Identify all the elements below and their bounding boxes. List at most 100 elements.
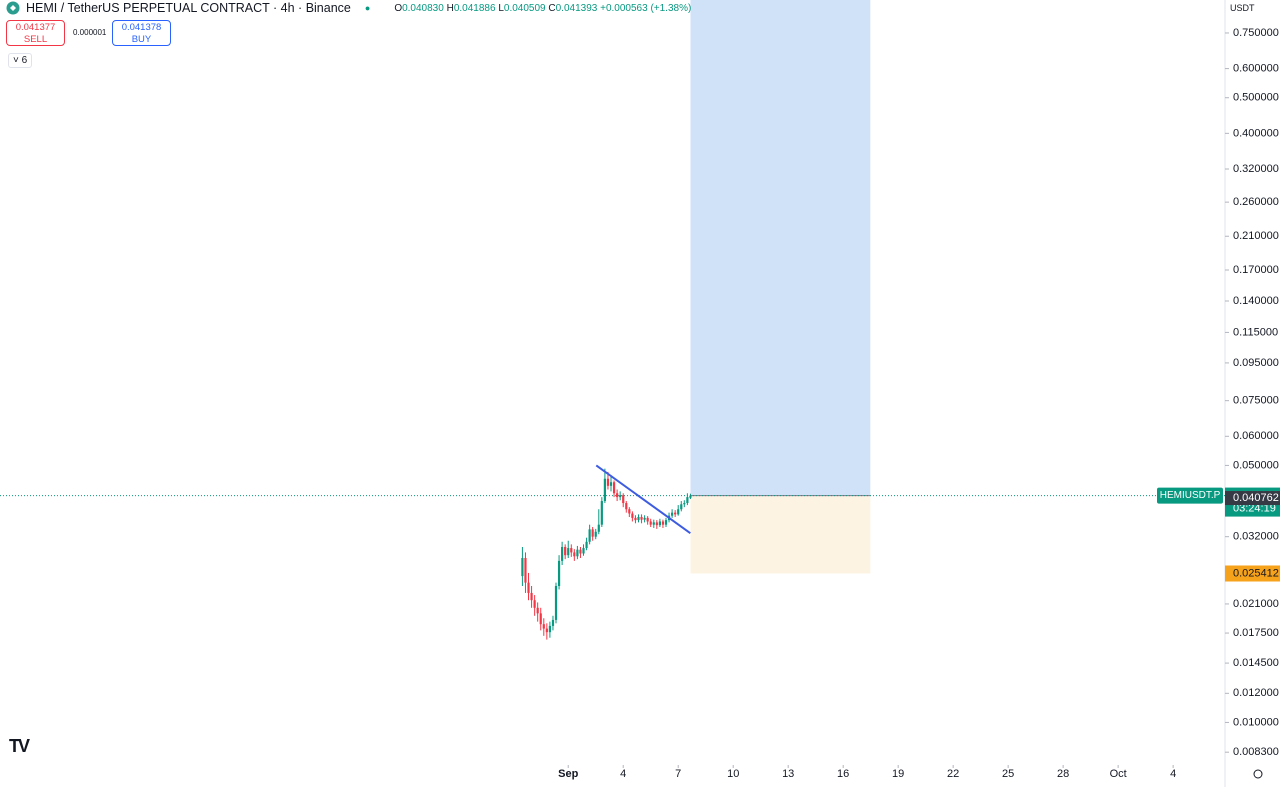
- status-dot: ●: [364, 3, 371, 13]
- symbol-tag-label: HEMIUSDT.P: [1160, 490, 1221, 501]
- header: HEMI / TetherUS PERPETUAL CONTRACT · 4h …: [6, 1, 691, 15]
- currency[interactable]: USDT: [1230, 3, 1255, 13]
- y-tick-label: 0.008300: [1233, 746, 1279, 758]
- candle-body: [576, 549, 579, 557]
- x-tick-label: 28: [1057, 768, 1069, 780]
- candle-body: [652, 522, 655, 525]
- candle-body: [606, 478, 610, 486]
- buy-label: BUY: [131, 34, 152, 45]
- indicators-toggle[interactable]: ˅ 6: [8, 53, 33, 68]
- candle-body: [640, 516, 643, 520]
- candle-body: [631, 513, 634, 518]
- candle-body: [567, 548, 570, 556]
- profit-zone: [690, 0, 871, 496]
- y-tick-label: 0.050000: [1233, 459, 1279, 471]
- candle-body: [619, 495, 622, 498]
- loss-zone: [690, 495, 871, 574]
- candle-body: [561, 546, 564, 561]
- x-tick-label: Sep: [558, 768, 578, 780]
- candle-body: [634, 517, 637, 521]
- sell-label: SELL: [23, 34, 48, 45]
- candle-body: [646, 517, 649, 522]
- candle-body: [616, 493, 619, 498]
- candle-body: [588, 529, 591, 542]
- candle-body: [545, 628, 548, 633]
- y-tick-label: 0.600000: [1233, 63, 1279, 75]
- stop-tag: [1225, 565, 1280, 582]
- y-tick-label: 0.014500: [1233, 657, 1279, 669]
- candle-body: [542, 624, 545, 629]
- candle-body: [603, 478, 606, 502]
- candle-body: [527, 582, 530, 593]
- candle-body: [554, 585, 558, 620]
- candle-body: [612, 482, 616, 494]
- x-tick-label: 16: [837, 768, 849, 780]
- mark-price-tag: [1225, 491, 1280, 506]
- ohlc-value: 0.040830: [402, 2, 444, 14]
- y-tick-label: 0.021000: [1233, 598, 1279, 610]
- candle-body: [585, 541, 588, 549]
- symbol-tag: [1157, 487, 1223, 504]
- candle-body: [524, 558, 527, 583]
- ohlc-key: C: [548, 2, 556, 14]
- y-tick-label: 0.140000: [1233, 295, 1279, 307]
- buy-button[interactable]: 0.041378 BUY: [112, 20, 171, 46]
- x-tick-label: 13: [782, 768, 794, 780]
- candle-body: [674, 512, 677, 515]
- y-tick-label: 0.260000: [1233, 196, 1279, 208]
- candle-body: [643, 517, 646, 520]
- candle-body: [655, 522, 658, 526]
- x-tick-label: Oct: [1110, 768, 1127, 780]
- x-tick-label: 4: [620, 768, 626, 780]
- ohlc-change: +0.000563 (+1.38%): [600, 2, 692, 14]
- candle-body: [600, 501, 603, 525]
- candle-body: [689, 495, 692, 498]
- x-tick-label: 22: [947, 768, 959, 780]
- sell-price: 0.041377: [15, 22, 56, 33]
- trendline: [595, 464, 691, 535]
- y-tick-label: 0.075000: [1233, 395, 1279, 407]
- candle-body: [533, 600, 536, 608]
- ohlc: O0.040830 H0.041886 L0.040509 C0.041393 …: [394, 3, 691, 14]
- candle-body: [570, 548, 573, 553]
- candle-body: [658, 521, 661, 526]
- candle-body: [551, 619, 555, 626]
- x-tick-label: 10: [727, 768, 739, 780]
- ohlc-key: O: [394, 2, 403, 14]
- candle-body: [609, 482, 613, 486]
- candle-body: [628, 509, 631, 514]
- candle-body: [683, 503, 686, 505]
- y-tick-label: 0.115000: [1233, 326, 1278, 338]
- candle-body: [686, 497, 689, 504]
- sell-button[interactable]: 0.041377 SELL: [6, 20, 65, 46]
- y-tick-label: 0.032000: [1233, 531, 1279, 543]
- x-tick-label: 7: [675, 768, 681, 780]
- settings-icon[interactable]: [1253, 769, 1263, 779]
- candle-body: [664, 520, 668, 525]
- ohlc-value: 0.041393: [555, 2, 598, 14]
- ohlc-value: 0.040509: [503, 2, 546, 14]
- candle-body: [680, 504, 683, 510]
- y-tick-label: 0.095000: [1233, 357, 1279, 369]
- candle-body: [622, 495, 625, 504]
- candle-body: [582, 548, 585, 554]
- y-tick-label: 0.400000: [1233, 127, 1279, 139]
- x-tick-label: 4: [1170, 768, 1176, 780]
- candle-body: [677, 509, 680, 515]
- ohlc-key: L: [498, 2, 504, 14]
- y-tick-label: 0.060000: [1233, 430, 1279, 442]
- logo[interactable]: TV: [9, 736, 30, 756]
- candle-body: [661, 521, 665, 525]
- symbol-icon: [6, 1, 20, 15]
- candle-body: [591, 529, 594, 537]
- candle-body: [637, 516, 640, 521]
- spread: 0.000001: [73, 28, 107, 37]
- countdown: 03:24:19: [1233, 502, 1276, 514]
- candle-body: [597, 524, 600, 532]
- mark-price-label: 0.040762: [1233, 492, 1279, 504]
- indicator-count: 6: [21, 55, 28, 66]
- y-tick-label: 0.170000: [1233, 264, 1279, 276]
- buy-price: 0.041378: [121, 22, 162, 33]
